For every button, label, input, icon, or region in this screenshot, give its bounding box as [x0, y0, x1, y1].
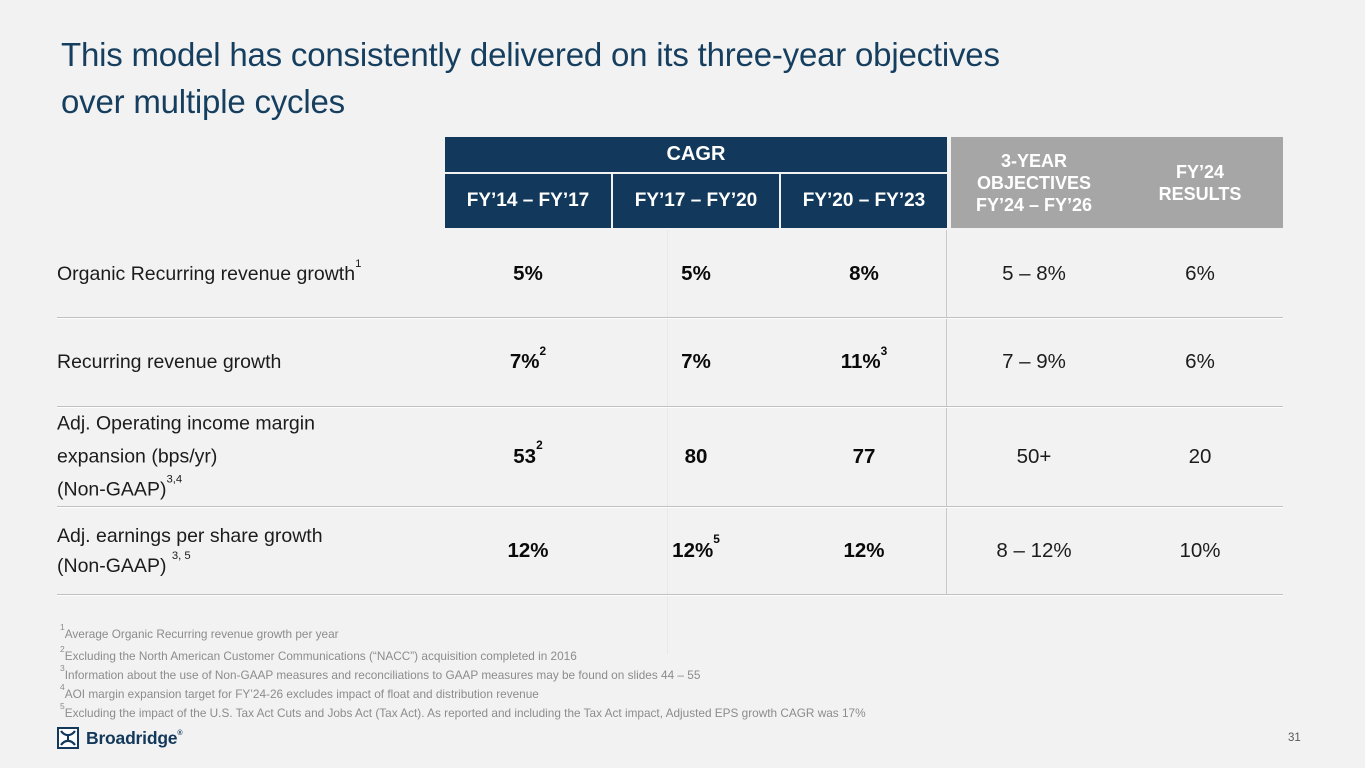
table-row-organic-recurring: Organic Recurring revenue growth1 5% 5% … [0, 230, 1365, 317]
cell-result: 10% [1179, 538, 1221, 562]
cell-objective: 7 – 9% [1002, 350, 1066, 373]
broadridge-logo-text: Broadridge® [86, 727, 183, 748]
row-divider [57, 317, 1283, 318]
footnote-4: 4AOI margin expansion target for FY’24-2… [60, 682, 539, 701]
cell-cagr-fy20-23: 8% [849, 261, 879, 285]
cell-cagr-fy20-23: 77 [852, 444, 876, 468]
cell-cagr-fy20-23: 11%3 [840, 343, 888, 373]
table-faint-column-line [667, 230, 668, 654]
row-label: Organic Recurring revenue growth1 [57, 257, 362, 285]
cell-cagr-fy17-20: 12%5 [672, 532, 720, 562]
cell-cagr-fy17-20: 7% [681, 350, 711, 373]
footnote-3: 3Information about the use of Non-GAAP m… [60, 663, 701, 682]
broadridge-logo: Broadridge® [57, 727, 183, 749]
table-header-fy14-fy17: FY’14 – FY’17 [445, 174, 611, 228]
table-header-objectives-results-block: 3-YEAR OBJECTIVES FY’24 – FY’26 FY’24 RE… [951, 137, 1283, 228]
footnote-5: 5Excluding the impact of the U.S. Tax Ac… [60, 701, 866, 720]
table-bottom-divider [57, 594, 1283, 595]
cell-objective: 8 – 12% [996, 538, 1072, 562]
cell-cagr-fy14-17: 7%2 [509, 343, 547, 373]
footnote-1: 1Average Organic Recurring revenue growt… [60, 622, 339, 641]
table-row-adj-eps-growth: Adj. earnings per share growth (Non-GAAP… [0, 507, 1365, 594]
cell-result: 6% [1185, 261, 1215, 285]
broadridge-logo-icon [57, 727, 79, 749]
table-header-fy20-fy23: FY’20 – FY’23 [781, 174, 947, 228]
row-divider [57, 406, 1283, 407]
slide-title: This model has consistently delivered on… [61, 31, 1321, 125]
slide-title-line2: over multiple cycles [61, 83, 345, 120]
cell-result: 20 [1188, 444, 1212, 468]
cell-result: 6% [1185, 350, 1215, 373]
table-header-fy17-fy20: FY’17 – FY’20 [613, 174, 779, 228]
registered-mark: ® [177, 729, 183, 737]
footnote-2: 2Excluding the North American Customer C… [60, 644, 577, 663]
row-label: Adj. Operating income margin expansion (… [57, 412, 315, 500]
row-divider [57, 506, 1283, 507]
cell-cagr-fy17-20: 5% [681, 261, 711, 285]
table-header-cagr: CAGR [445, 137, 947, 172]
cell-cagr-fy20-23: 12% [843, 538, 885, 562]
page-number: 31 [1288, 732, 1301, 744]
row-label: Adj. earnings per share growth (Non-GAAP… [57, 524, 323, 577]
row-label: Recurring revenue growth [57, 351, 282, 373]
table-vertical-divider [946, 230, 947, 594]
cell-cagr-fy14-17: 5% [513, 261, 543, 285]
cell-cagr-fy14-17: 532 [513, 438, 543, 468]
cell-cagr-fy14-17: 12% [507, 538, 549, 562]
cell-cagr-fy17-20: 80 [684, 444, 708, 468]
table-header-fy24-results: FY’24 RESULTS [1158, 161, 1242, 204]
cell-objective: 5 – 8% [1002, 261, 1066, 285]
slide-title-line1: This model has consistently delivered on… [61, 36, 1000, 73]
table-header-3yr-objectives: 3-YEAR OBJECTIVES FY’24 – FY’26 [975, 150, 1093, 215]
table-row-recurring-revenue: Recurring revenue growth 7%2 7% 11%3 7 –… [0, 318, 1365, 406]
footnotes: 1Average Organic Recurring revenue growt… [60, 622, 1160, 722]
table-row-adj-operating-income: Adj. Operating income margin expansion (… [0, 407, 1365, 506]
cell-objective: 50+ [1016, 444, 1052, 468]
